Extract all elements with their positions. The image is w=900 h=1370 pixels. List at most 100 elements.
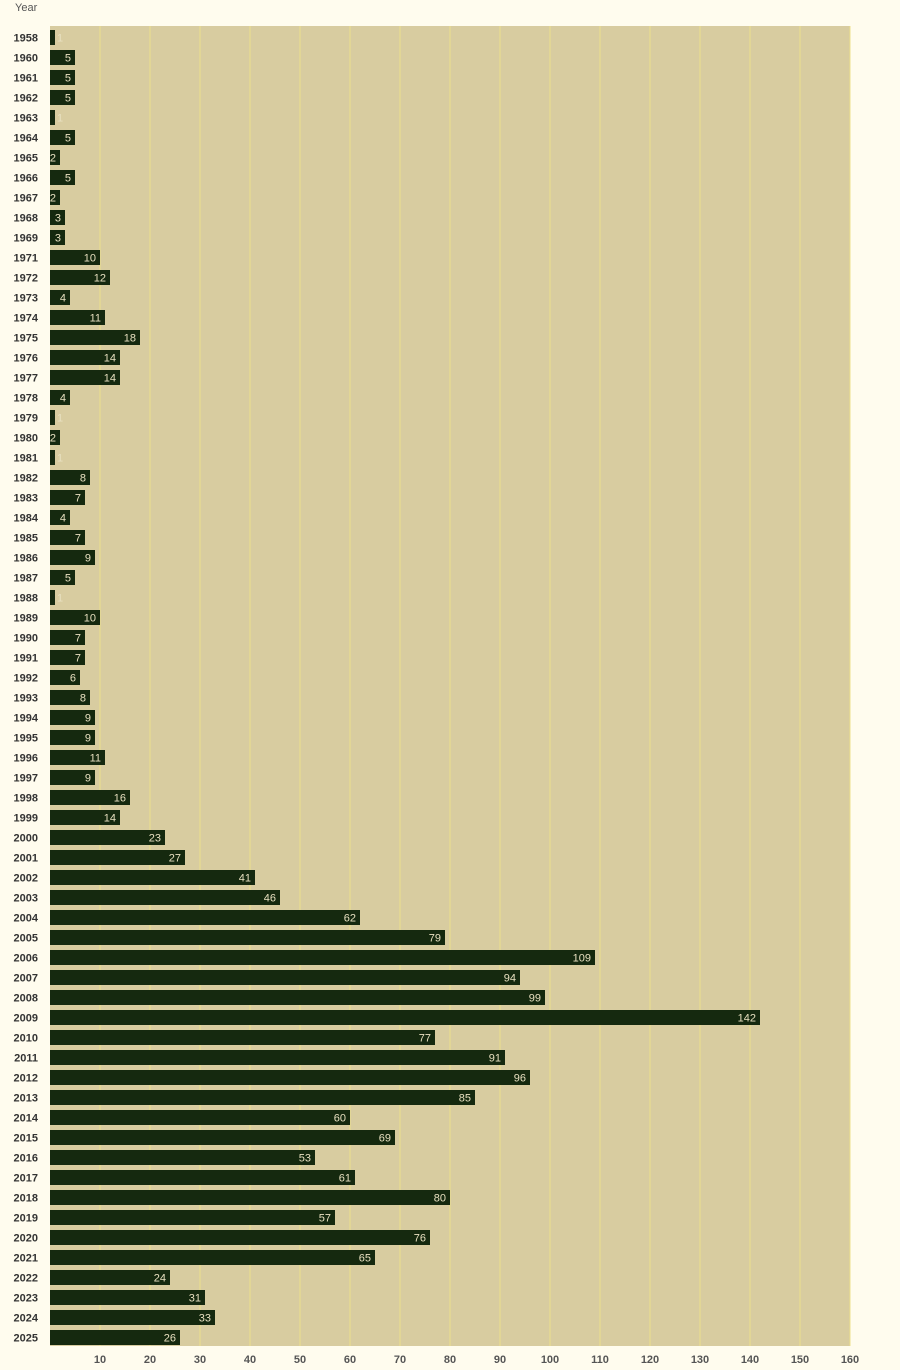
bar-value-label: 33 <box>199 1313 211 1325</box>
bar-value-label: 10 <box>84 613 96 625</box>
y-tick-label: 1986 <box>14 553 38 565</box>
bar-value-label: 1 <box>57 453 63 465</box>
y-tick-label: 2021 <box>14 1253 38 1265</box>
x-axis-tick-labels: 10 20 30 40 50 60 70 80 90 100 110 120 130 140 150 160 <box>94 1354 859 1366</box>
bar-value-label: 14 <box>104 353 116 365</box>
bar-value-label: 10 <box>84 253 96 265</box>
y-tick-label: 2008 <box>14 993 38 1005</box>
y-tick-label: 2013 <box>14 1093 38 1105</box>
y-tick-label: 2019 <box>14 1213 38 1225</box>
y-tick-label: 1977 <box>14 373 38 385</box>
bar-2013 <box>50 1090 475 1105</box>
y-tick-label: 1969 <box>14 233 38 245</box>
y-tick-label: 2000 <box>14 833 38 845</box>
bar-value-label: 2 <box>50 193 56 205</box>
bar-value-label: 85 <box>459 1093 471 1105</box>
bar-value-label: 6 <box>70 673 76 685</box>
bar-1973 <box>50 290 70 305</box>
y-tick-label: 1991 <box>14 653 38 665</box>
bar-2024 <box>50 1310 215 1325</box>
bar-value-label: 46 <box>264 893 276 905</box>
bar-1989 <box>50 610 100 625</box>
y-tick-label: 2001 <box>14 853 38 865</box>
bar-value-label: 7 <box>75 533 81 545</box>
y-tick-label: 1964 <box>14 133 39 145</box>
bar-value-label: 12 <box>94 273 106 285</box>
bar-1990 <box>50 630 85 645</box>
bar-1985 <box>50 530 85 545</box>
y-tick-label: 1995 <box>14 733 38 745</box>
y-tick-label: 1983 <box>14 493 38 505</box>
y-tick-label: 2004 <box>14 913 39 925</box>
bar-value-label: 61 <box>339 1173 351 1185</box>
y-tick-label: 1980 <box>14 433 38 445</box>
bar-2025 <box>50 1330 180 1345</box>
y-tick-label: 1968 <box>14 213 38 225</box>
bar-value-label: 14 <box>104 373 116 385</box>
bar-1958 <box>50 30 55 45</box>
y-tick-label: 1960 <box>14 53 38 65</box>
bar-value-label: 79 <box>429 933 441 945</box>
y-tick-label: 2014 <box>14 1113 39 1125</box>
y-tick-label: 2023 <box>14 1293 38 1305</box>
bar-1988 <box>50 590 55 605</box>
bar-value-label: 5 <box>65 173 71 185</box>
bar-value-label: 62 <box>344 913 356 925</box>
bar-value-label: 69 <box>379 1133 391 1145</box>
bar-value-label: 76 <box>414 1233 426 1245</box>
bar-value-label: 7 <box>75 653 81 665</box>
bar-value-label: 57 <box>319 1213 331 1225</box>
y-tick-label: 2022 <box>14 1273 38 1285</box>
bar-value-label: 1 <box>57 113 63 125</box>
y-axis-tick-labels: 1958 1960 1961 1962 1963 1964 1965 1966 1967 1968… <box>14 33 39 1345</box>
y-tick-label: 1989 <box>14 613 38 625</box>
bar-2001 <box>50 850 185 865</box>
bar-1999 <box>50 810 120 825</box>
y-tick-label: 2010 <box>14 1033 38 1045</box>
bar-2009 <box>50 1010 760 1025</box>
bar-value-label: 77 <box>419 1033 431 1045</box>
bar-2023 <box>50 1290 205 1305</box>
bar-1968 <box>50 210 65 225</box>
y-tick-label: 2005 <box>14 933 38 945</box>
bar-value-label: 5 <box>65 133 71 145</box>
bar-value-label: 4 <box>60 393 66 405</box>
bar-value-label: 65 <box>359 1253 371 1265</box>
bar-value-label: 99 <box>529 993 541 1005</box>
y-tick-label: 1974 <box>14 313 39 325</box>
bar-1963 <box>50 110 55 125</box>
bar-value-label: 11 <box>90 753 101 765</box>
bar-1969 <box>50 230 65 245</box>
y-tick-label: 1981 <box>14 453 38 465</box>
y-tick-label: 2024 <box>14 1313 39 1325</box>
y-tick-label: 1984 <box>14 513 39 525</box>
bar-1971 <box>50 250 100 265</box>
y-tick-label: 1985 <box>14 533 38 545</box>
bar-1982 <box>50 470 90 485</box>
bar-1991 <box>50 650 85 665</box>
bar-1983 <box>50 490 85 505</box>
bar-value-label: 109 <box>573 953 591 965</box>
bar-value-label: 53 <box>299 1153 311 1165</box>
bar-1961 <box>50 70 75 85</box>
bar-value-label: 142 <box>738 1013 756 1025</box>
x-tick-label: 130 <box>691 1354 709 1366</box>
bar-value-label: 14 <box>104 813 116 825</box>
bar-value-label: 27 <box>169 853 181 865</box>
bar-1978 <box>50 390 70 405</box>
y-tick-label: 1962 <box>14 93 38 105</box>
bar-value-label: 91 <box>489 1053 501 1065</box>
y-tick-label: 1976 <box>14 353 38 365</box>
y-tick-label: 1965 <box>14 153 38 165</box>
y-tick-label: 1999 <box>14 813 38 825</box>
y-tick-label: 2002 <box>14 873 38 885</box>
bar-2017 <box>50 1170 355 1185</box>
bar-2022 <box>50 1270 170 1285</box>
bar-2012 <box>50 1070 530 1085</box>
y-tick-label: 1997 <box>14 773 38 785</box>
bar-2007 <box>50 970 520 985</box>
bar-value-label: 31 <box>189 1293 201 1305</box>
bar-value-label: 5 <box>65 73 71 85</box>
bar-value-label: 4 <box>60 293 66 305</box>
